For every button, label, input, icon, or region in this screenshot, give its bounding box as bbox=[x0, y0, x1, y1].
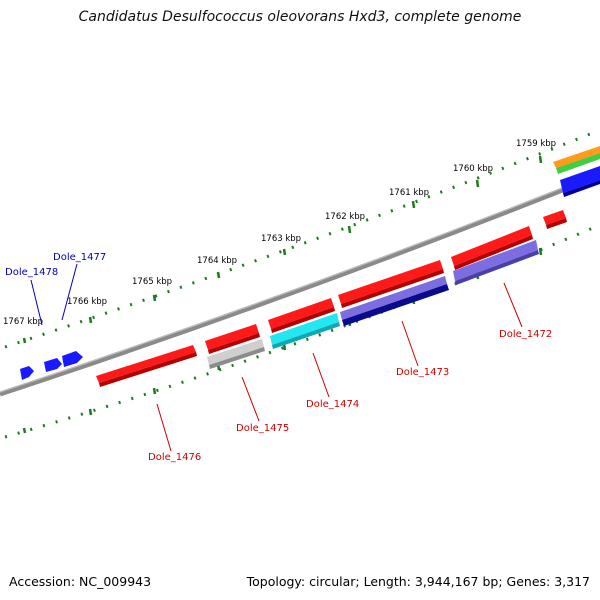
reverse-strand-genes bbox=[207, 240, 539, 369]
gene-label-dole-1472[interactable]: Dole_1472 bbox=[499, 329, 552, 340]
label-leaders bbox=[30, 263, 523, 452]
gene-dole-1477-a[interactable] bbox=[44, 358, 62, 372]
gene-forward-3[interactable] bbox=[268, 298, 334, 329]
kbp-label-1760: 1760 kbp bbox=[453, 164, 493, 174]
forward-strand-genes bbox=[96, 146, 600, 387]
map-title: Candidatus Desulfococcus oleovorans Hxd3… bbox=[78, 9, 522, 25]
accession-label: Accession: NC_009943 bbox=[9, 574, 152, 589]
gene-dole-1478[interactable] bbox=[20, 366, 34, 380]
outer-scale-track bbox=[4, 128, 600, 349]
kbp-label-1767: 1767 kbp bbox=[3, 317, 43, 327]
gene-forward-4[interactable] bbox=[338, 260, 443, 304]
kbp-label-1764: 1764 kbp bbox=[197, 256, 237, 266]
gene-label-dole-1473[interactable]: Dole_1473 bbox=[396, 367, 449, 378]
kbp-label-1763: 1763 kbp bbox=[261, 234, 301, 244]
gene-reverse-cyan[interactable] bbox=[270, 313, 339, 345]
gene-forward-6[interactable] bbox=[543, 210, 566, 225]
kbp-label-1761: 1761 kbp bbox=[389, 188, 429, 198]
kbp-label-1759: 1759 kbp bbox=[516, 139, 556, 149]
gene-label-dole-1478[interactable]: Dole_1478 bbox=[5, 267, 58, 278]
gene-label-dole-1474[interactable]: Dole_1474 bbox=[306, 399, 359, 410]
gene-label-dole-1476[interactable]: Dole_1476 bbox=[148, 452, 201, 463]
gene-forward-2[interactable] bbox=[205, 324, 259, 350]
kbp-label-1766: 1766 kbp bbox=[67, 297, 107, 307]
kbp-label-1762: 1762 kbp bbox=[325, 212, 365, 222]
genome-backbone bbox=[0, 172, 600, 397]
gene-forward-green[interactable] bbox=[556, 153, 600, 174]
gene-forward-1[interactable] bbox=[96, 345, 196, 383]
genome-summary: Topology: circular; Length: 3,944,167 bp… bbox=[246, 574, 590, 589]
gene-reverse-navy[interactable] bbox=[342, 284, 449, 326]
gene-label-dole-1475[interactable]: Dole_1475 bbox=[236, 423, 289, 434]
gene-reverse-lavender-2[interactable] bbox=[453, 240, 538, 281]
gene-forward-5[interactable] bbox=[451, 226, 532, 266]
gene-forward-orange[interactable] bbox=[553, 146, 600, 168]
gene-forward-blue-right[interactable] bbox=[560, 166, 600, 193]
gene-dole-1477-b[interactable] bbox=[62, 351, 83, 367]
kbp-label-1765: 1765 kbp bbox=[132, 277, 172, 287]
gene-reverse-lavender-1[interactable] bbox=[340, 276, 447, 320]
left-blue-genes bbox=[20, 351, 83, 380]
gene-reverse-gray[interactable] bbox=[207, 339, 264, 365]
gene-label-dole-1477[interactable]: Dole_1477 bbox=[53, 252, 106, 263]
